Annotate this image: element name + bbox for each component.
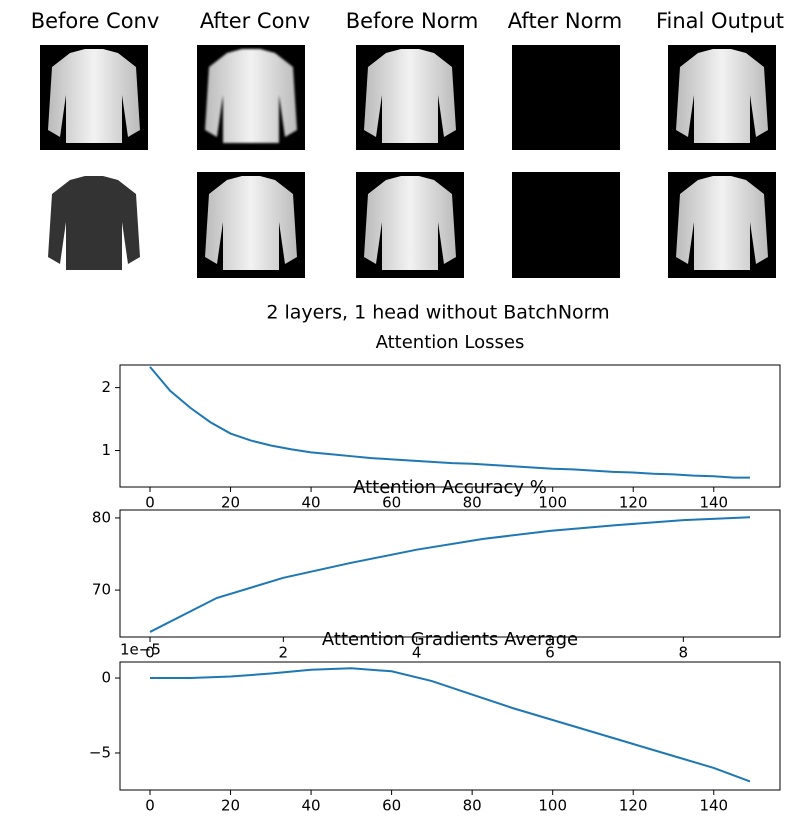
axes-frame bbox=[119, 509, 781, 638]
image-grid: Before Conv After Conv Before Norm After… bbox=[31, 9, 784, 278]
axes-frame bbox=[119, 661, 781, 791]
x-tick-label: 100 bbox=[538, 797, 567, 815]
suptitle: 2 layers, 1 head without BatchNorm bbox=[266, 302, 609, 324]
x-tick-label: 80 bbox=[463, 494, 482, 512]
image bbox=[668, 172, 776, 278]
y-tick-label: 80 bbox=[92, 508, 111, 526]
y-tick-label: 70 bbox=[92, 581, 111, 599]
chart-title: Attention Accuracy % bbox=[353, 477, 547, 498]
x-tick-label: 20 bbox=[221, 494, 240, 512]
column-title: Before Norm bbox=[346, 9, 479, 33]
x-tick-label: 60 bbox=[382, 797, 401, 815]
image bbox=[40, 45, 148, 150]
x-tick-label: 120 bbox=[619, 494, 648, 512]
data-line bbox=[149, 516, 751, 633]
x-tick-label: 40 bbox=[302, 494, 321, 512]
x-tick-label: 140 bbox=[699, 797, 728, 815]
x-tick-label: 0 bbox=[145, 797, 155, 815]
x-tick-label: 0 bbox=[145, 494, 155, 512]
column-title: After Conv bbox=[200, 9, 310, 33]
image bbox=[356, 45, 464, 150]
x-tick-label: 100 bbox=[538, 494, 567, 512]
x-tick-label: 80 bbox=[463, 797, 482, 815]
x-tick-label: 140 bbox=[699, 494, 728, 512]
column-title: After Norm bbox=[508, 9, 622, 33]
axes-frame bbox=[119, 364, 781, 488]
data-line bbox=[150, 667, 751, 783]
image bbox=[512, 45, 620, 150]
image bbox=[512, 172, 620, 278]
data-line bbox=[149, 366, 750, 479]
image bbox=[356, 172, 464, 278]
offset-label: 1e−5 bbox=[120, 641, 161, 659]
x-tick-label: 8 bbox=[679, 644, 689, 662]
image bbox=[197, 45, 305, 150]
chart-title: Attention Gradients Average bbox=[322, 629, 578, 650]
chart-title: Attention Losses bbox=[376, 332, 525, 353]
y-tick-label: 1 bbox=[101, 441, 111, 459]
x-tick-label: 4 bbox=[412, 644, 422, 662]
column-title: Final Output bbox=[656, 9, 784, 33]
column-title: Before Conv bbox=[31, 9, 160, 33]
x-tick-label: 2 bbox=[279, 644, 289, 662]
x-tick-label: 60 bbox=[382, 494, 401, 512]
image bbox=[40, 172, 148, 278]
x-tick-label: 40 bbox=[302, 797, 321, 815]
x-tick-label: 6 bbox=[545, 644, 555, 662]
x-tick-label: 120 bbox=[619, 797, 648, 815]
y-tick-label: 0 bbox=[101, 669, 111, 687]
x-tick-label: 20 bbox=[221, 797, 240, 815]
y-tick-label: −5 bbox=[89, 743, 111, 761]
x-tick-label: 0 bbox=[145, 644, 155, 662]
y-tick-label: 2 bbox=[101, 378, 111, 396]
image bbox=[668, 45, 776, 150]
image bbox=[197, 172, 305, 278]
